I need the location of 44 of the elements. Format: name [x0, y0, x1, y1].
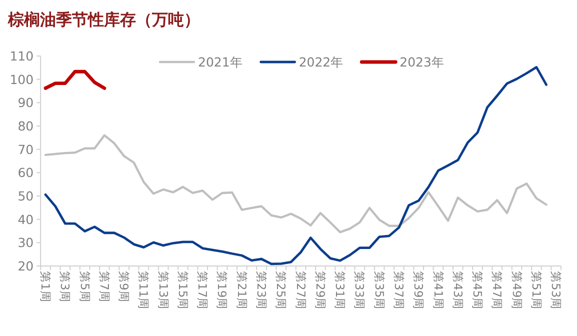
x-tick-label: 第5周 [78, 271, 92, 302]
legend-label: 2021年 [198, 54, 243, 70]
y-tick-label: 70 [18, 142, 34, 157]
x-tick-label: 第33周 [352, 271, 367, 310]
y-tick-label: 40 [18, 212, 34, 227]
x-tick-label: 第51周 [529, 271, 544, 310]
x-tick-label: 第9周 [117, 271, 132, 302]
line-series [44, 70, 106, 90]
x-tick-label: 第37周 [392, 271, 406, 310]
x-tick-label: 第27周 [294, 271, 308, 310]
y-tick-label: 50 [18, 188, 34, 204]
line-series [44, 66, 548, 266]
x-tick-label: 第7周 [97, 271, 112, 302]
y-tick-label: 60 [18, 165, 34, 180]
y-tick-label: 110 [10, 48, 34, 64]
x-tick-label: 第49周 [510, 271, 524, 310]
x-tick-label: 第31周 [333, 271, 348, 310]
y-tick-label: 30 [18, 235, 34, 250]
x-tick-label: 第35周 [372, 271, 386, 310]
x-tick-label: 第15周 [176, 271, 190, 310]
y-tick-label: 90 [18, 95, 34, 110]
x-tick-label: 第17周 [196, 271, 210, 310]
x-tick-label: 第23周 [254, 271, 269, 310]
y-tick-label: 20 [18, 258, 34, 274]
x-tick-label: 第3周 [58, 271, 72, 302]
x-tick-label: 第19周 [215, 271, 230, 310]
x-tick-label: 第41周 [431, 271, 446, 310]
x-tick-label: 第25周 [274, 271, 288, 310]
x-tick-label: 第43周 [450, 271, 465, 310]
x-tick-label: 第13周 [156, 271, 170, 310]
x-tick-label: 第29周 [313, 271, 328, 310]
line-series [44, 134, 548, 234]
legend-label: 2023年 [400, 54, 444, 70]
x-tick-label: 第47周 [490, 271, 504, 310]
x-tick-label: 第21周 [234, 271, 249, 310]
x-tick-label: 第1周 [38, 271, 53, 302]
x-tick-label: 第39周 [412, 271, 426, 310]
x-tick-label: 第45周 [470, 271, 485, 310]
chart-title: 棕榈油季节性库存（万吨） [7, 10, 200, 29]
y-tick-label: 100 [10, 72, 34, 87]
legend-label: 2022年 [298, 54, 344, 70]
x-tick-label: 第53周 [549, 271, 564, 310]
y-tick-label: 80 [18, 118, 34, 134]
x-tick-label: 第11周 [136, 271, 151, 310]
